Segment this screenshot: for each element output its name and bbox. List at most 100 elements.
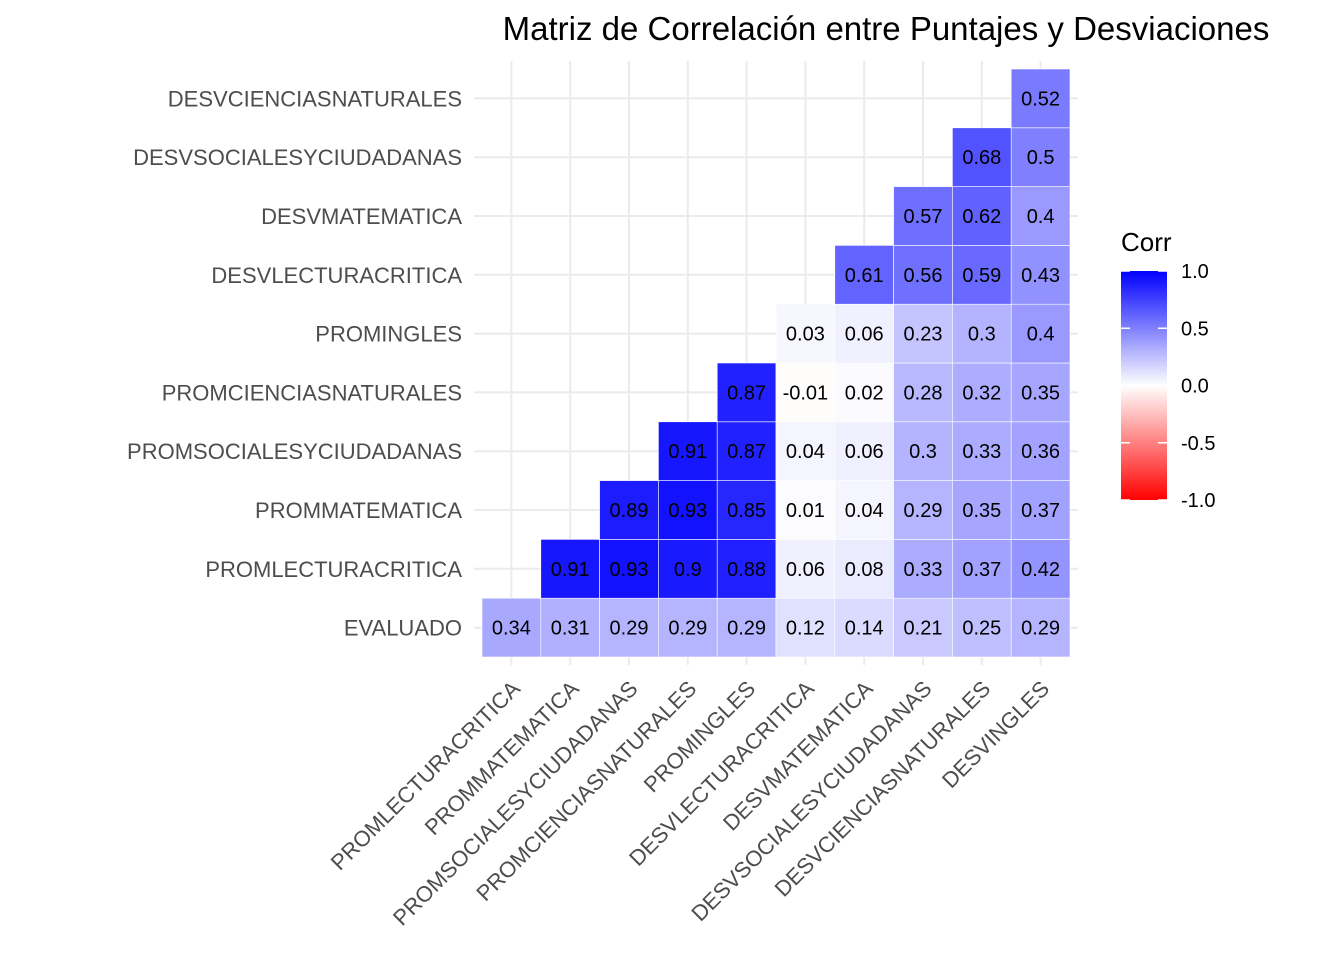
heatmap-cell bbox=[952, 186, 1012, 246]
cell-value-label: 0.87 bbox=[727, 441, 766, 463]
cell-value-label: 0.5 bbox=[1027, 147, 1055, 169]
cell-value-label: 0.68 bbox=[962, 147, 1001, 169]
heatmap-cell bbox=[952, 539, 1012, 599]
cell-value-label: 0.35 bbox=[1021, 382, 1060, 404]
y-tick-label: DESVCIENCIASNATURALES bbox=[168, 86, 462, 111]
cell-value-label: 0.33 bbox=[962, 441, 1001, 463]
heatmap-cell bbox=[893, 480, 953, 540]
x-axis: PROMLECTURACRITICAPROMMATEMATICAPROMSOCI… bbox=[326, 676, 1054, 931]
heatmap-cell bbox=[952, 480, 1012, 540]
cell-value-label: 0.4 bbox=[1027, 324, 1055, 346]
legend-title: Corr bbox=[1121, 227, 1172, 257]
heatmap-cell bbox=[658, 480, 718, 540]
cell-value-label: 0.59 bbox=[962, 265, 1001, 287]
x-tick-label: DESVINGLES bbox=[937, 676, 1054, 793]
heatmap-cell bbox=[893, 186, 953, 246]
legend-tick-label: -0.5 bbox=[1181, 433, 1215, 455]
heatmap-cell bbox=[1010, 127, 1071, 187]
heatmap-cell bbox=[1010, 597, 1071, 658]
heatmap-cell bbox=[893, 539, 953, 599]
x-tick-label: DESVCIENCIASNATURALES bbox=[770, 676, 996, 902]
cell-value-label: 0.29 bbox=[668, 618, 707, 640]
cell-value-label: 0.06 bbox=[845, 324, 884, 346]
cell-value-label: 0.08 bbox=[845, 559, 884, 581]
heatmap-cell bbox=[893, 421, 953, 481]
cell-value-label: 0.02 bbox=[845, 382, 884, 404]
cell-value-label: 0.31 bbox=[551, 618, 590, 640]
heatmap-cell bbox=[834, 597, 894, 658]
cell-labels: 0.34 0.31 0.29 0.29 0.29 0.12 0.14 0.21 0.25 0.29… bbox=[492, 88, 1060, 639]
cell-value-label: 0.29 bbox=[610, 618, 649, 640]
heatmap-cell bbox=[952, 127, 1012, 187]
cell-value-label: 0.04 bbox=[845, 500, 884, 522]
heatmap-cell bbox=[481, 597, 542, 658]
cell-value-label: 0.52 bbox=[1021, 88, 1060, 110]
heatmap-cell bbox=[716, 539, 777, 599]
heatmap-cell bbox=[893, 245, 953, 305]
legend-tick-label: 0.5 bbox=[1181, 318, 1209, 340]
heatmap-cell bbox=[658, 539, 718, 599]
cell-value-label: 0.9 bbox=[674, 559, 702, 581]
heatmap-cell bbox=[1010, 186, 1071, 246]
cell-value-label: 0.23 bbox=[904, 324, 943, 346]
cell-value-label: -0.01 bbox=[783, 382, 829, 404]
x-tick-label: PROMSOCIALESYCIUDADANAS bbox=[388, 676, 643, 931]
color-legend: Corr 1.0 0.5 0.0 -0.5 -1.0 bbox=[1121, 227, 1215, 512]
heatmap-cell bbox=[775, 303, 836, 364]
legend-tick-label: -1.0 bbox=[1181, 490, 1215, 512]
cell-value-label: 0.85 bbox=[727, 500, 766, 522]
chart-title: Matriz de Correlación entre Puntajes y D… bbox=[503, 10, 1270, 47]
legend-tick-label: 0.0 bbox=[1181, 376, 1209, 398]
cell-value-label: 0.3 bbox=[968, 324, 996, 346]
heatmap-cell bbox=[893, 362, 953, 423]
heatmap-cell bbox=[775, 597, 836, 658]
cell-value-label: 0.29 bbox=[727, 618, 766, 640]
cell-value-label: 0.43 bbox=[1021, 265, 1060, 287]
heatmap-cell bbox=[658, 421, 718, 481]
heatmap-cell bbox=[775, 539, 836, 599]
cell-value-label: 0.93 bbox=[668, 500, 707, 522]
cell-value-label: 0.03 bbox=[786, 324, 825, 346]
heatmap-cell bbox=[834, 245, 894, 305]
y-tick-label: PROMSOCIALESYCIUDADANAS bbox=[127, 439, 462, 464]
cell-value-label: 0.29 bbox=[904, 500, 943, 522]
cell-value-label: 0.34 bbox=[492, 618, 531, 640]
y-tick-label: DESVMATEMATICA bbox=[261, 204, 462, 229]
cell-value-label: 0.28 bbox=[904, 382, 943, 404]
cell-value-label: 0.61 bbox=[845, 265, 884, 287]
heatmap-cell bbox=[1010, 68, 1071, 129]
heatmap-cell bbox=[952, 303, 1012, 364]
heatmap-cell bbox=[1010, 303, 1071, 364]
cell-value-label: 0.93 bbox=[610, 559, 649, 581]
heatmap-cell bbox=[1010, 362, 1071, 423]
cell-value-label: 0.36 bbox=[1021, 441, 1060, 463]
y-tick-label: PROMCIENCIASNATURALES bbox=[162, 380, 462, 405]
heatmap-cell bbox=[834, 421, 894, 481]
y-tick-label: DESVLECTURACRITICA bbox=[211, 263, 462, 288]
heatmap-cell bbox=[1010, 480, 1071, 540]
cell-value-label: 0.01 bbox=[786, 500, 825, 522]
y-axis: EVALUADO PROMLECTURACRITICA PROMMATEMATICA… bbox=[127, 86, 462, 640]
cell-value-label: 0.33 bbox=[904, 559, 943, 581]
y-tick-label: DESVSOCIALESYCIUDADANAS bbox=[133, 145, 462, 170]
cell-value-label: 0.06 bbox=[786, 559, 825, 581]
heatmap-cell bbox=[893, 597, 953, 658]
heatmap-cell bbox=[716, 480, 777, 540]
cell-value-label: 0.35 bbox=[962, 500, 1001, 522]
legend-tick-label: 1.0 bbox=[1181, 261, 1209, 283]
heatmap-cell bbox=[716, 597, 777, 658]
heatmap-cell bbox=[1010, 421, 1071, 481]
cell-value-label: 0.29 bbox=[1021, 618, 1060, 640]
cell-value-label: 0.37 bbox=[962, 559, 1001, 581]
cell-value-label: 0.32 bbox=[962, 382, 1001, 404]
heatmap-cell bbox=[834, 362, 894, 423]
cell-value-label: 0.06 bbox=[845, 441, 884, 463]
cell-value-label: 0.62 bbox=[962, 206, 1001, 228]
cell-value-label: 0.87 bbox=[727, 382, 766, 404]
heatmap-cell bbox=[952, 421, 1012, 481]
heatmap-cell bbox=[599, 597, 659, 658]
cell-value-label: 0.12 bbox=[786, 618, 825, 640]
cell-value-label: 0.57 bbox=[904, 206, 943, 228]
heatmap-cell bbox=[599, 539, 659, 599]
